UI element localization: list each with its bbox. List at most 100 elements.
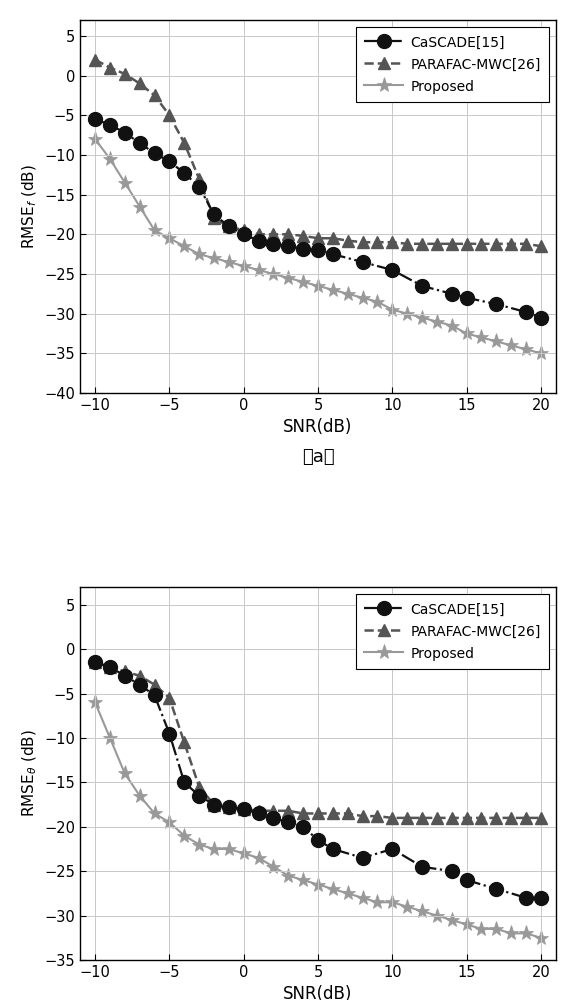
Proposed <box>478 923 485 935</box>
Proposed <box>419 312 426 324</box>
CaSCADE[15] <box>359 852 366 864</box>
Proposed <box>374 896 381 908</box>
Proposed <box>270 268 277 280</box>
Proposed <box>344 887 351 899</box>
CaSCADE[15] <box>240 228 247 240</box>
PARAFAC-MWC[26] <box>270 805 277 817</box>
PARAFAC-MWC[26] <box>508 238 515 250</box>
Proposed <box>300 276 307 288</box>
CaSCADE[15] <box>136 137 143 149</box>
CaSCADE[15] <box>300 821 307 833</box>
PARAFAC-MWC[26] <box>136 670 143 682</box>
Proposed <box>225 256 232 268</box>
Proposed <box>537 347 544 359</box>
Line: CaSCADE[15]: CaSCADE[15] <box>88 112 548 325</box>
CaSCADE[15] <box>329 248 336 260</box>
Proposed <box>404 901 411 913</box>
Proposed <box>448 914 455 926</box>
CaSCADE[15] <box>151 689 158 701</box>
CaSCADE[15] <box>210 208 217 220</box>
Proposed <box>537 932 544 944</box>
Proposed <box>92 133 99 145</box>
CaSCADE[15] <box>537 892 544 904</box>
PARAFAC-MWC[26] <box>151 89 158 101</box>
CaSCADE[15] <box>255 807 262 819</box>
CaSCADE[15] <box>151 147 158 159</box>
Proposed <box>240 260 247 272</box>
CaSCADE[15] <box>329 843 336 855</box>
Legend: CaSCADE[15], PARAFAC-MWC[26], Proposed: CaSCADE[15], PARAFAC-MWC[26], Proposed <box>356 594 549 669</box>
CaSCADE[15] <box>166 728 173 740</box>
Proposed <box>210 843 217 855</box>
PARAFAC-MWC[26] <box>181 137 188 149</box>
X-axis label: SNR(dB): SNR(dB) <box>283 418 353 436</box>
PARAFAC-MWC[26] <box>136 77 143 89</box>
CaSCADE[15] <box>463 874 470 886</box>
CaSCADE[15] <box>315 244 321 256</box>
CaSCADE[15] <box>493 298 500 310</box>
CaSCADE[15] <box>523 306 529 318</box>
Line: PARAFAC-MWC[26]: PARAFAC-MWC[26] <box>89 53 547 252</box>
Proposed <box>523 927 529 939</box>
Proposed <box>121 767 128 779</box>
Proposed <box>255 852 262 864</box>
CaSCADE[15] <box>210 799 217 811</box>
Proposed <box>523 343 529 355</box>
PARAFAC-MWC[26] <box>523 812 529 824</box>
Line: CaSCADE[15]: CaSCADE[15] <box>88 656 548 905</box>
PARAFAC-MWC[26] <box>389 812 396 824</box>
PARAFAC-MWC[26] <box>537 240 544 252</box>
PARAFAC-MWC[26] <box>359 810 366 822</box>
CaSCADE[15] <box>285 240 292 252</box>
PARAFAC-MWC[26] <box>285 805 292 817</box>
Proposed <box>344 288 351 300</box>
Line: Proposed: Proposed <box>88 695 548 945</box>
CaSCADE[15] <box>285 816 292 828</box>
PARAFAC-MWC[26] <box>270 228 277 240</box>
Proposed <box>195 839 203 851</box>
PARAFAC-MWC[26] <box>285 228 292 240</box>
Proposed <box>300 874 307 886</box>
Y-axis label: RMSE$_f$ (dB): RMSE$_f$ (dB) <box>21 164 39 249</box>
CaSCADE[15] <box>92 656 99 668</box>
PARAFAC-MWC[26] <box>107 62 113 74</box>
Proposed <box>136 201 143 213</box>
CaSCADE[15] <box>389 843 396 855</box>
PARAFAC-MWC[26] <box>300 807 307 819</box>
PARAFAC-MWC[26] <box>181 736 188 748</box>
PARAFAC-MWC[26] <box>508 812 515 824</box>
PARAFAC-MWC[26] <box>210 799 217 811</box>
PARAFAC-MWC[26] <box>478 812 485 824</box>
Proposed <box>508 927 515 939</box>
PARAFAC-MWC[26] <box>315 232 321 244</box>
PARAFAC-MWC[26] <box>463 812 470 824</box>
PARAFAC-MWC[26] <box>463 238 470 250</box>
CaSCADE[15] <box>419 861 426 873</box>
Proposed <box>433 910 440 922</box>
CaSCADE[15] <box>195 181 203 193</box>
PARAFAC-MWC[26] <box>404 812 411 824</box>
PARAFAC-MWC[26] <box>344 235 351 247</box>
PARAFAC-MWC[26] <box>195 781 203 793</box>
CaSCADE[15] <box>537 312 544 324</box>
PARAFAC-MWC[26] <box>329 232 336 244</box>
PARAFAC-MWC[26] <box>166 692 173 704</box>
Proposed <box>121 177 128 189</box>
Proposed <box>166 816 173 828</box>
CaSCADE[15] <box>389 264 396 276</box>
PARAFAC-MWC[26] <box>478 238 485 250</box>
PARAFAC-MWC[26] <box>433 812 440 824</box>
Proposed <box>374 296 381 308</box>
CaSCADE[15] <box>448 288 455 300</box>
Proposed <box>389 896 396 908</box>
PARAFAC-MWC[26] <box>195 173 203 185</box>
PARAFAC-MWC[26] <box>92 54 99 66</box>
CaSCADE[15] <box>121 670 128 682</box>
PARAFAC-MWC[26] <box>404 238 411 250</box>
PARAFAC-MWC[26] <box>225 801 232 813</box>
PARAFAC-MWC[26] <box>240 224 247 236</box>
PARAFAC-MWC[26] <box>329 807 336 819</box>
PARAFAC-MWC[26] <box>537 812 544 824</box>
Proposed <box>195 248 203 260</box>
Proposed <box>181 830 188 842</box>
